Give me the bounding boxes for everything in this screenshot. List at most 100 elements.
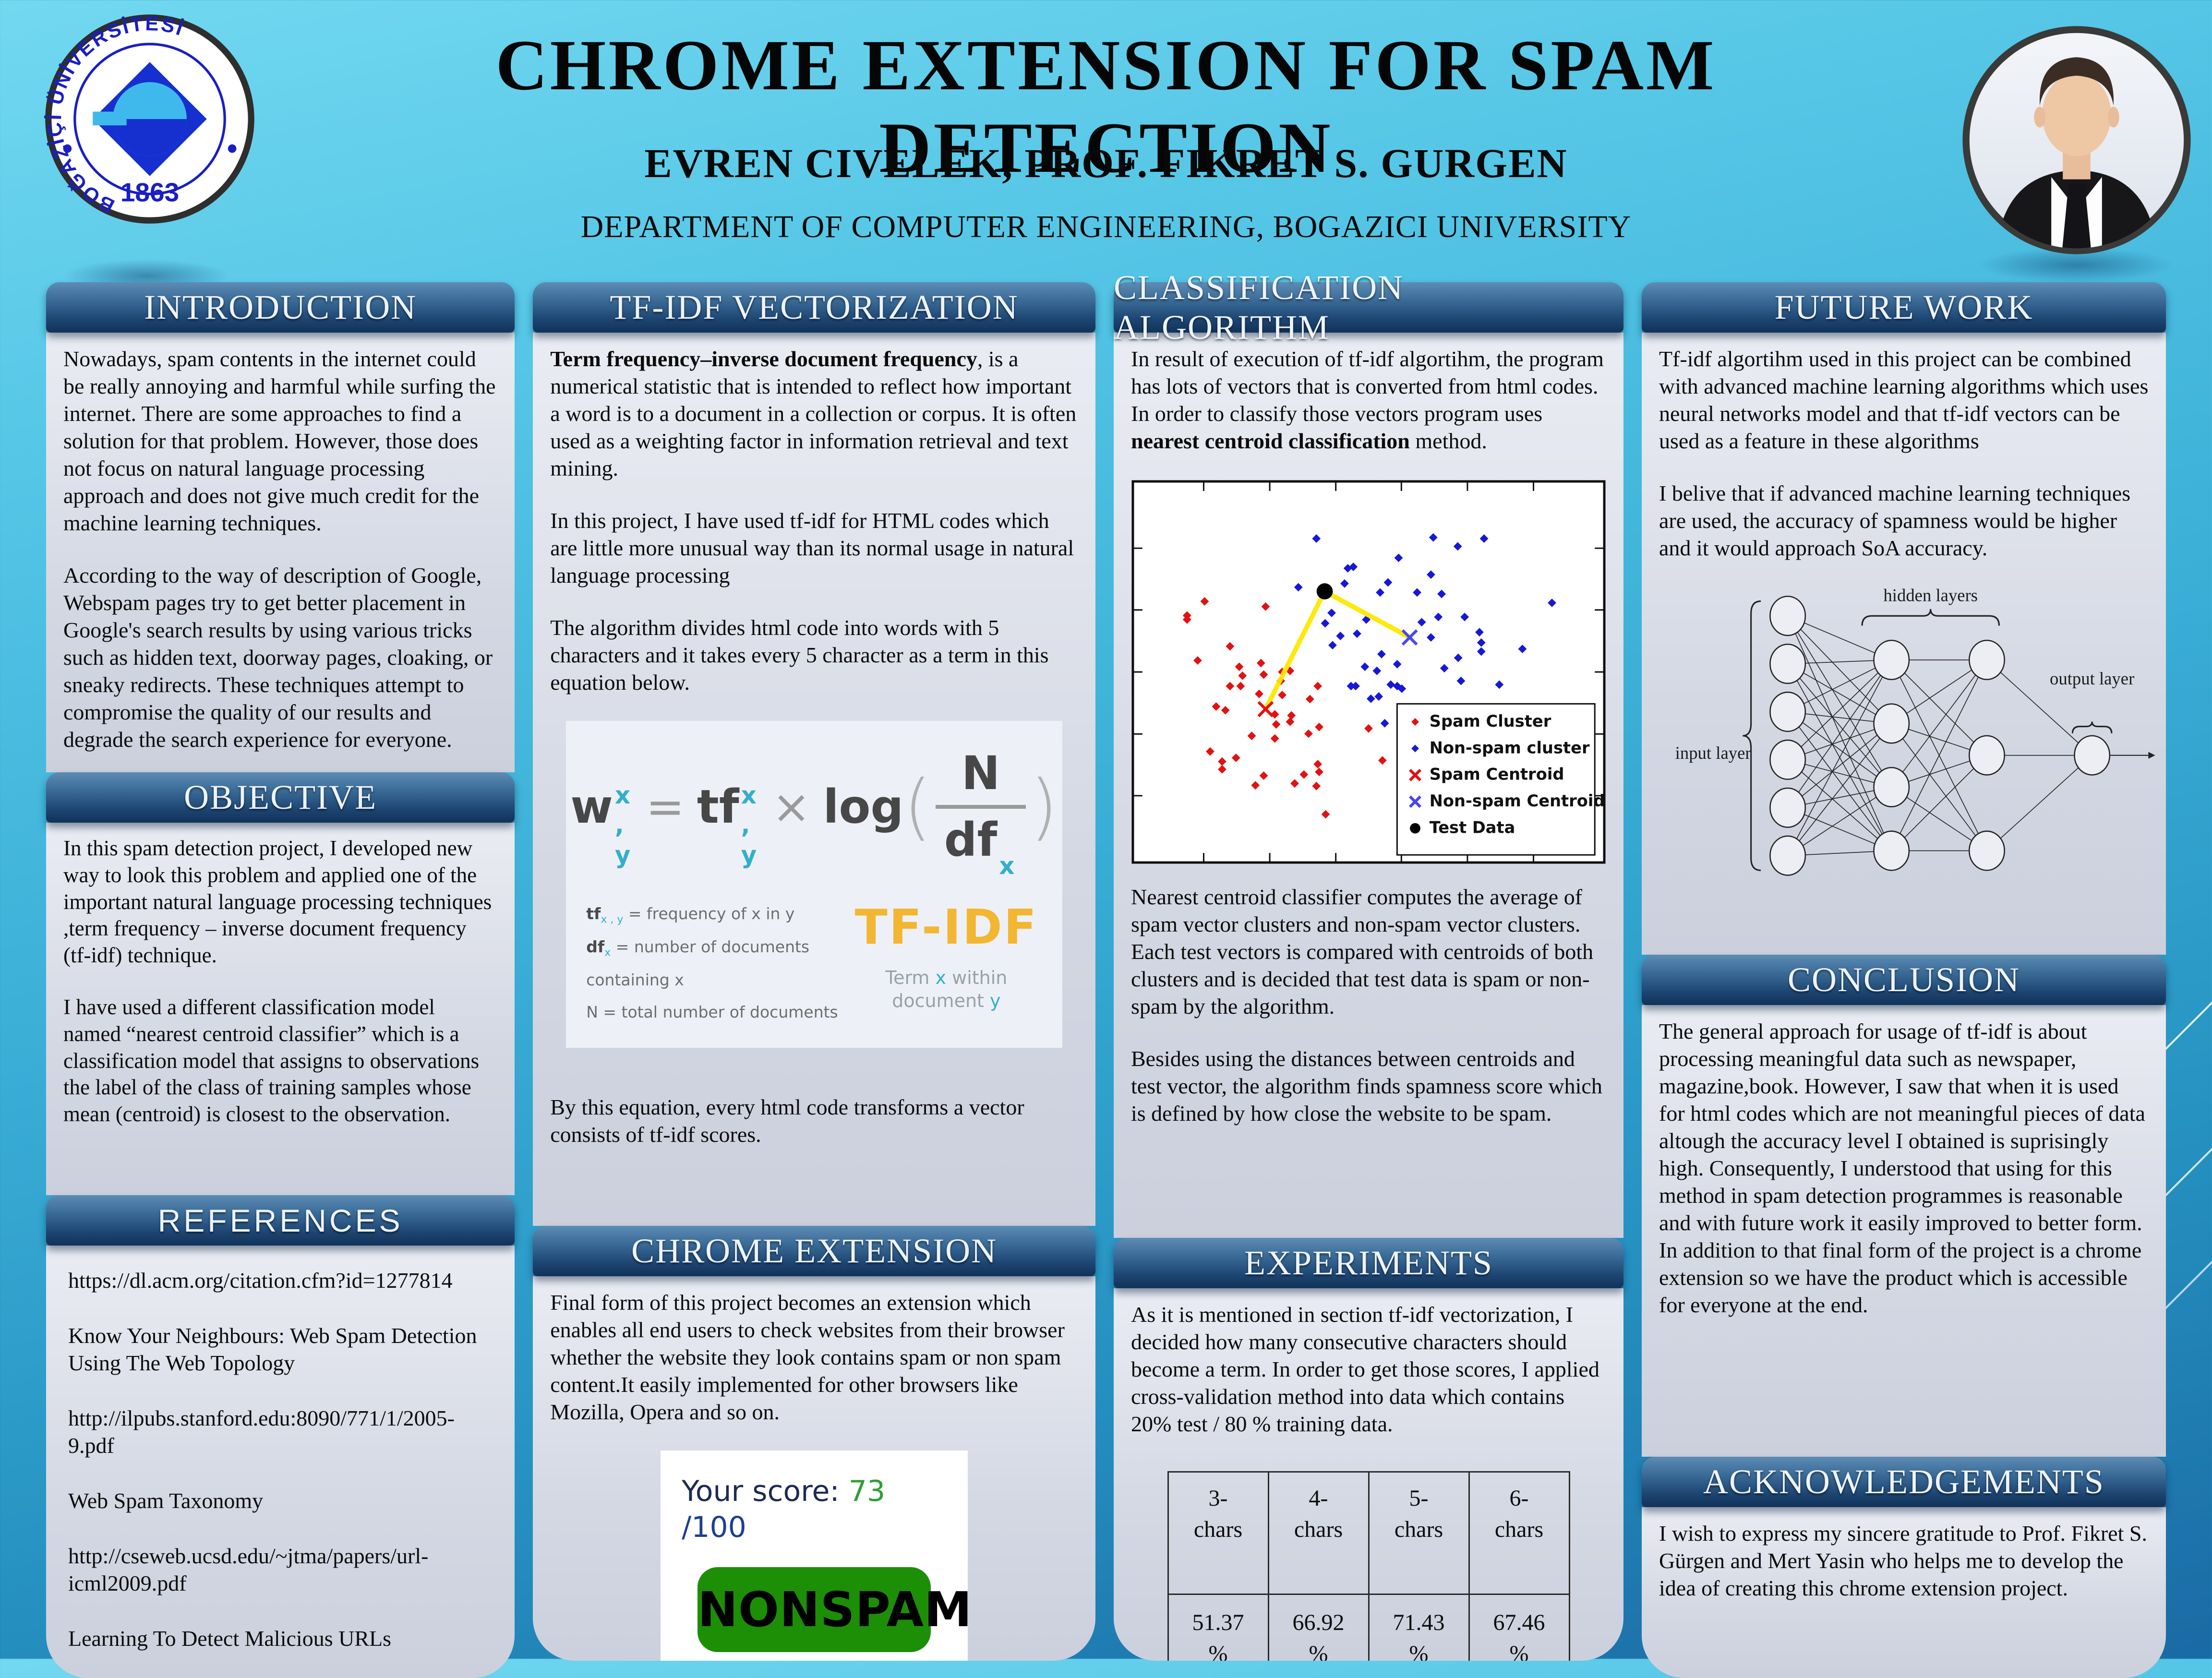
reference-item: Web Spam Taxonomy	[68, 1488, 264, 1513]
tfidf-p2: In this project, I have used tf-idf for …	[550, 508, 1074, 588]
classification-body: In result of execution of tf-idf algorti…	[1114, 333, 1623, 1238]
accuracy-col-header: 5- chars	[1368, 1471, 1470, 1595]
poster-columns: INTRODUCTION Nowadays, spam contents in …	[46, 268, 2166, 1678]
conclusion-title: CONCLUSION	[1787, 960, 2020, 999]
reference-item: https://dl.acm.org/citation.cfm?id=12778…	[68, 1268, 453, 1293]
column-3: CLASSIFICATION ALGORITHM In result of ex…	[1114, 268, 1623, 1661]
eq-times: ×	[772, 779, 811, 834]
objective-p2: I have used a different classification m…	[63, 995, 480, 1127]
svg-text:Spam Cluster: Spam Cluster	[1430, 712, 1551, 731]
tfidf-p1-rest: , is a numerical statistic that is inten…	[550, 347, 1077, 481]
accuracy-table-value-row: 51.37 % 66.92 % 71.43 % 67.46 %	[1167, 1593, 1570, 1661]
eq-w: w	[570, 779, 613, 834]
classification-p1: In result of execution of tf-idf algorti…	[1131, 347, 1604, 454]
accuracy-table-header-row: 3- chars 4- chars 5- chars 6- chars	[1167, 1471, 1570, 1595]
chrome-title: CHROME EXTENSION	[631, 1232, 998, 1270]
experiments-p1: As it is mentioned in section tf-idf vec…	[1131, 1302, 1599, 1437]
eq-tf: tf	[697, 779, 739, 834]
tfidf-p1-bold: Term frequency–inverse document frequenc…	[550, 347, 977, 371]
accuracy-col-header: 4- chars	[1267, 1471, 1370, 1595]
accuracy-col-header: 6- chars	[1468, 1471, 1570, 1595]
section-header-future-work: FUTURE WORK	[1642, 282, 2166, 333]
chrome-p1: Final form of this project becomes an ex…	[550, 1290, 1065, 1425]
acknowledgements-title: ACKNOWLEDGEMENTS	[1703, 1462, 2104, 1501]
section-header-chrome: CHROME EXTENSION	[533, 1226, 1095, 1276]
objective-p1: In this spam detection project, I develo…	[63, 836, 492, 968]
experiments-title: EXPERIMENTS	[1244, 1244, 1493, 1282]
reference-item: Learning To Detect Malicious URLs	[68, 1626, 391, 1651]
classification-p2: Nearest centroid classifier computes the…	[1131, 885, 1594, 1019]
nn-input-label: input layer	[1675, 743, 1751, 763]
neural-network-diagram: input layer hidden layers output layer	[1666, 586, 2155, 896]
nn-output-label: output layer	[2050, 669, 2134, 688]
def-tf: tfx , y = frequency of x in y	[586, 904, 795, 926]
tfidf-p1: Term frequency–inverse document frequenc…	[550, 345, 1078, 482]
reference-item: Know Your Neighbours: Web Spam Detection…	[68, 1323, 477, 1376]
eq-df: df	[944, 813, 998, 867]
eq-tf-sub: x , y	[741, 781, 757, 869]
nn-input-brace	[1743, 600, 1761, 871]
score-value: 73	[848, 1474, 886, 1509]
classification-p3: Besides using the distances between cent…	[1131, 1046, 1602, 1126]
university-logo-icon: BOĞAZİÇİ ÜNİVERSİTESİ 1863	[43, 12, 255, 268]
def-n: N = total number of documents	[586, 1003, 838, 1022]
acknowledgements-body: I wish to express my sincere gratitude t…	[1642, 1507, 2166, 1678]
introduction-title: INTRODUCTION	[144, 288, 417, 326]
references-body: https://dl.acm.org/citation.cfm?id=12778…	[46, 1246, 515, 1678]
accuracy-cell: 66.92 %	[1267, 1593, 1370, 1661]
section-header-experiments: EXPERIMENTS	[1114, 1238, 1623, 1288]
nn-hidden-brace	[1861, 609, 2000, 626]
section-header-references: REFERENCES	[46, 1195, 515, 1246]
score-total: /100	[682, 1510, 746, 1544]
accuracy-table: 3- chars 4- chars 5- chars 6- chars 51.3…	[1167, 1471, 1570, 1661]
tfidf-body: Term frequency–inverse document frequenc…	[533, 333, 1095, 1226]
objective-body: In this spam detection project, I develo…	[46, 823, 515, 1195]
tfidf-p3: The algorithm divides html code into wor…	[550, 615, 1049, 695]
author-photo	[1960, 25, 2194, 255]
nonspam-verdict-button[interactable]: NONSPAM	[697, 1567, 972, 1652]
classification-title: CLASSIFICATION ALGORITHM	[1114, 268, 1404, 347]
eq-denominator: dfx	[935, 805, 1026, 880]
future-work-title: FUTURE WORK	[1774, 288, 2033, 326]
eq-numerator: N	[961, 746, 1000, 801]
poster-department: DEPARTMENT OF COMPUTER ENGINEERING, BOGA…	[580, 209, 1632, 244]
centroid-scatter-plot: Spam Cluster Non-spam cluster Spam Centroi…	[1131, 479, 1606, 871]
accuracy-cell: 67.46 %	[1468, 1593, 1570, 1661]
tfidf-brand: TF-IDF	[854, 899, 1038, 956]
eq-fraction: N dfx	[935, 745, 1026, 880]
eq-w-sub: x , y	[614, 781, 631, 869]
conclusion-body: The general approach for usage of tf-idf…	[1642, 1005, 2166, 1457]
section-header-conclusion: CONCLUSION	[1642, 955, 2166, 1005]
future-work-body: Tf-idf algortihm used in this project ca…	[1642, 333, 2166, 955]
section-header-classification: CLASSIFICATION ALGORITHM	[1114, 268, 1623, 347]
column-4: FUTURE WORK Tf-idf algortihm used in thi…	[1642, 282, 2166, 1678]
eq-equals: =	[646, 779, 685, 834]
svg-text:Test Data: Test Data	[1430, 818, 1515, 837]
score-label: Your score:	[682, 1474, 849, 1509]
svg-text:Non-spam cluster: Non-spam cluster	[1430, 738, 1590, 757]
section-header-introduction: INTRODUCTION	[46, 282, 515, 333]
eq-df-sub: x	[999, 852, 1015, 880]
nn-hidden-label: hidden layers	[1884, 587, 1978, 605]
eq-log: log	[823, 779, 904, 834]
accuracy-col-header: 3- chars	[1167, 1471, 1269, 1595]
formula-brand-block: TF-IDF Term x within document y	[851, 898, 1042, 1012]
svg-text:Spam Centroid: Spam Centroid	[1430, 765, 1564, 784]
introduction-p1: Nowadays, spam contents in the internet …	[63, 347, 496, 536]
future-p2: I belive that if advanced machine learni…	[1659, 481, 2131, 561]
svg-text:Non-spam Centroid: Non-spam Centroid	[1430, 791, 1605, 810]
column-2: TF-IDF VECTORIZATION Term frequency–inve…	[533, 282, 1095, 1661]
references-title: REFERENCES	[157, 1202, 403, 1238]
column-1: INTRODUCTION Nowadays, spam contents in …	[46, 282, 515, 1678]
poster-title: CHROME EXTENSION FOR SPAM DETECTION	[495, 25, 1717, 188]
eq-lparen: (	[903, 765, 932, 849]
score-line: Your score: 73 /100	[682, 1474, 947, 1545]
formula-legend: tfx , y = frequency of x in y dfx = numb…	[586, 898, 1042, 1029]
extension-score-widget: Your score: 73 /100 NONSPAM	[661, 1450, 972, 1661]
objective-title: OBJECTIVE	[184, 778, 377, 816]
svg-text:1863: 1863	[120, 178, 179, 207]
formula-definitions: tfx , y = frequency of x in y dfx = numb…	[586, 898, 851, 1029]
experiments-body: As it is mentioned in section tf-idf vec…	[1114, 1288, 1623, 1661]
